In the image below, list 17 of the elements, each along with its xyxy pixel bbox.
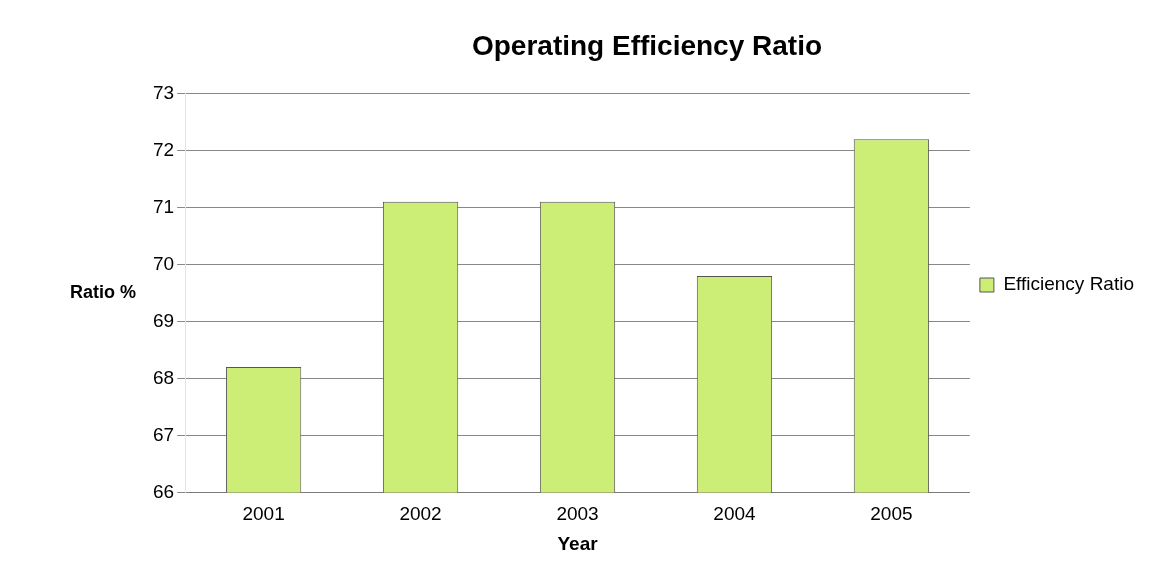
x-tick-label: 2003: [556, 503, 599, 525]
x-tick-label: 2001: [242, 503, 285, 525]
x-tick-label: 2002: [399, 503, 442, 525]
y-axis-title: Ratio %: [70, 281, 137, 302]
y-tick-label: 68: [152, 366, 175, 388]
y-tick-label: 72: [152, 138, 175, 160]
y-tick-label: 69: [152, 309, 175, 331]
y-tick-label: 73: [152, 81, 175, 103]
y-tick-label: 66: [152, 480, 175, 502]
y-tick-label: 67: [152, 423, 175, 445]
x-tick-label: 2004: [713, 503, 757, 525]
y-tick-label: 71: [152, 195, 175, 217]
x-axis-title: Year: [557, 532, 599, 554]
chart-title: Operating Efficiency Ratio: [471, 29, 823, 61]
legend-label: Efficiency Ratio: [1003, 273, 1135, 295]
x-tick-label: 2005: [870, 503, 913, 525]
y-tick-label: 70: [152, 252, 175, 274]
